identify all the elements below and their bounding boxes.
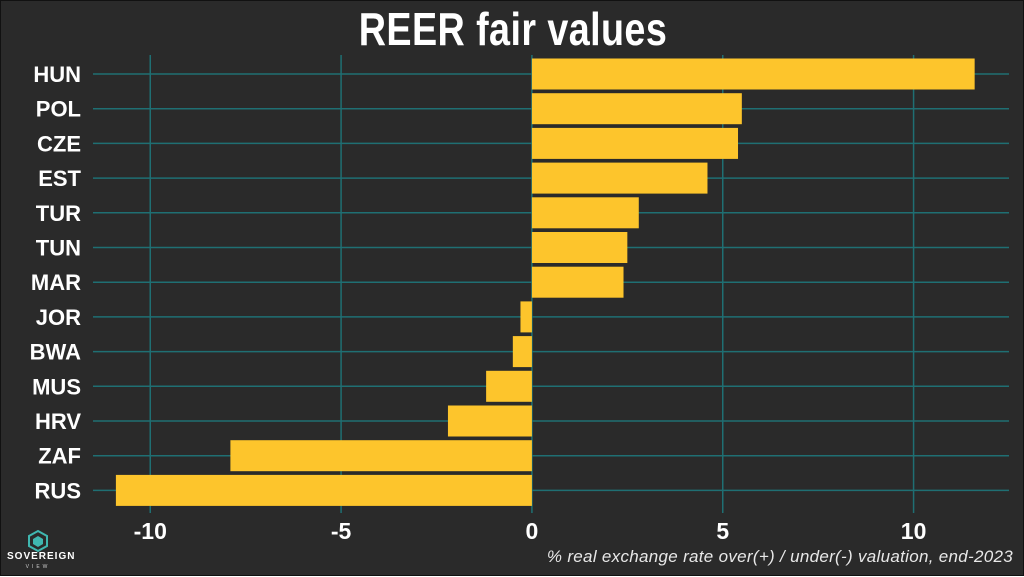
bar-hun xyxy=(531,58,975,90)
category-label: MUS xyxy=(32,374,81,399)
x-tick-label: 0 xyxy=(526,518,539,544)
bar-bwa xyxy=(512,336,532,368)
category-label: TUN xyxy=(36,236,81,261)
bar-pol xyxy=(531,93,742,125)
bar-tur xyxy=(531,197,639,229)
bar-zaf xyxy=(230,440,532,472)
x-tick-label: 5 xyxy=(716,518,729,544)
sovereign-view-logo-icon xyxy=(28,529,48,553)
x-tick-label: 10 xyxy=(901,518,927,544)
bar-tun xyxy=(531,232,628,263)
category-label: HUN xyxy=(33,62,81,87)
category-label: BWA xyxy=(30,340,81,365)
category-label: MAR xyxy=(31,270,81,295)
category-label: RUS xyxy=(35,478,81,503)
bar-jor xyxy=(520,301,532,333)
chart-title: REER fair values xyxy=(358,3,668,55)
bar-rus xyxy=(115,474,532,506)
x-tick-label: -5 xyxy=(331,518,352,544)
x-tick-label: -10 xyxy=(134,518,167,544)
bar-mus xyxy=(486,370,532,402)
bar-cze xyxy=(531,127,739,159)
bar-mar xyxy=(531,266,624,298)
category-label: POL xyxy=(36,97,81,122)
bar-hrv xyxy=(447,405,532,437)
brand-subtitle: VIEW xyxy=(25,564,51,570)
x-axis-label: % real exchange rate over(+) / under(-) … xyxy=(546,547,1013,566)
brand-name: SOVEREIGN xyxy=(7,551,76,562)
category-label: JOR xyxy=(36,305,81,330)
category-label: HRV xyxy=(35,409,81,434)
brand-logo: SOVEREIGN VIEW xyxy=(7,529,76,573)
bar-est xyxy=(531,162,708,194)
category-label: EST xyxy=(38,166,81,191)
category-label: ZAF xyxy=(38,444,81,469)
category-label: TUR xyxy=(36,201,81,226)
category-label: CZE xyxy=(37,131,81,156)
